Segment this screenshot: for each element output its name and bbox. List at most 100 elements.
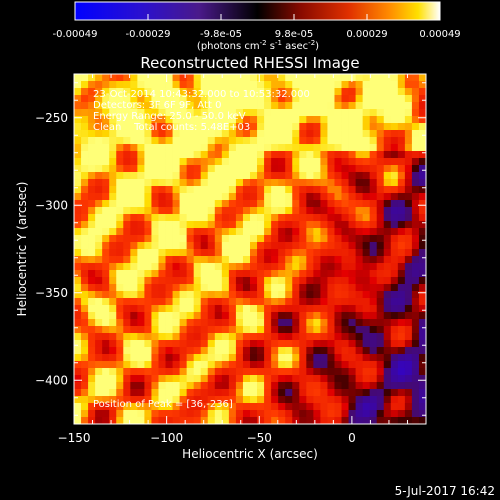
heatmap-cell [306,74,314,82]
heatmap-cell [214,81,223,89]
heatmap-cell [116,256,124,264]
heatmap-cell [81,270,89,278]
heatmap-cell [264,354,272,362]
heatmap-cell [158,410,166,418]
heatmap-cell [313,137,321,145]
heatmap-cell [278,95,286,103]
heatmap-cell [257,270,265,278]
heatmap-cell [320,333,328,341]
heatmap-cell [278,298,286,306]
heatmap-cell [299,165,307,173]
heatmap-cell [327,291,335,299]
heatmap-cell [327,116,335,124]
heatmap-cell [123,396,131,404]
heatmap-cell [306,284,314,292]
heatmap-cell [271,256,279,264]
heatmap-cell [158,186,166,194]
heatmap-cell [404,74,413,82]
heatmap-cell [348,158,356,166]
heatmap-cell [376,382,385,390]
heatmap-cell [109,221,117,229]
heatmap-cell [95,298,103,306]
heatmap-cell [193,81,202,89]
heatmap-cell [306,116,314,124]
heatmap-cell [334,95,342,103]
heatmap-cell [411,207,420,215]
heatmap-cell [81,144,89,152]
heatmap-cell [123,326,131,334]
heatmap-cell [172,242,180,250]
heatmap-cell [348,81,356,89]
heatmap-cell [397,396,406,404]
heatmap-cell [179,368,188,376]
heatmap-cell [355,249,364,257]
heatmap-cell [376,109,385,117]
heatmap-cell [383,88,392,96]
heatmap-cell [186,144,195,152]
heatmap-cell [228,340,237,348]
heatmap-cell [116,235,124,243]
heatmap-cell [313,123,321,131]
heatmap-cell [257,172,265,180]
heatmap-cell [165,228,173,236]
heatmap-cell [334,291,342,299]
heatmap-cell [285,291,293,299]
heatmap-cell [130,305,138,313]
heatmap-cell [221,221,230,229]
heatmap-cell [418,368,426,376]
heatmap-cell [292,95,300,103]
heatmap-cell [116,102,124,110]
heatmap-cell [144,165,152,173]
x-tick-label: −150 [58,431,91,445]
heatmap-cell [228,410,237,418]
heatmap-cell [264,81,272,89]
heatmap-cell [369,165,378,173]
heatmap-cell [228,123,237,131]
heatmap-cell [116,396,124,404]
heatmap-cell [74,81,82,89]
heatmap-cell [313,284,321,292]
heatmap-cell [285,95,293,103]
heatmap-cell [151,137,159,145]
heatmap-cell [158,123,166,131]
heatmap-cell [306,102,314,110]
heatmap-cell [123,277,131,285]
heatmap-cell [285,116,293,124]
heatmap-cell [320,249,328,257]
heatmap-cell [306,403,314,411]
heatmap-cell [278,410,286,418]
heatmap-cell [179,144,188,152]
heatmap-cell [165,319,173,327]
heatmap-cell [348,193,356,201]
heatmap-cell [264,214,272,222]
heatmap-cell [179,137,188,145]
heatmap-cell [102,312,110,320]
heatmap-cell [285,144,293,152]
heatmap-cell [102,186,110,194]
heatmap-cell [278,228,286,236]
heatmap-cell [341,403,349,411]
heatmap-cell [186,242,195,250]
heatmap-cell [355,235,364,243]
heatmap-cell [109,368,117,376]
heatmap-cell [102,228,110,236]
heatmap-cell [313,158,321,166]
heatmap-cell [193,333,202,341]
heatmap-cell [179,382,188,390]
heatmap-cell [109,417,117,424]
plot-timestamp: 5-Jul-2017 16:42 [395,484,495,498]
heatmap-cell [200,81,209,89]
heatmap-cell [214,298,223,306]
heatmap-cell [95,95,103,103]
heatmap-cell [74,242,82,250]
heatmap-cell [235,235,244,243]
heatmap-cell [186,130,195,138]
heatmap-cell [186,151,195,159]
heatmap-cell [299,74,307,82]
heatmap-cell [320,291,328,299]
heatmap-cell [130,74,138,82]
heatmap-cell [172,319,180,327]
heatmap-cell [88,368,96,376]
heatmap-cell [207,81,216,89]
heatmap-cell [165,256,173,264]
